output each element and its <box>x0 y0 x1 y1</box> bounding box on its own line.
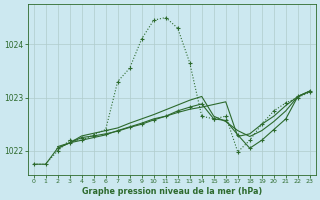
X-axis label: Graphe pression niveau de la mer (hPa): Graphe pression niveau de la mer (hPa) <box>82 187 262 196</box>
